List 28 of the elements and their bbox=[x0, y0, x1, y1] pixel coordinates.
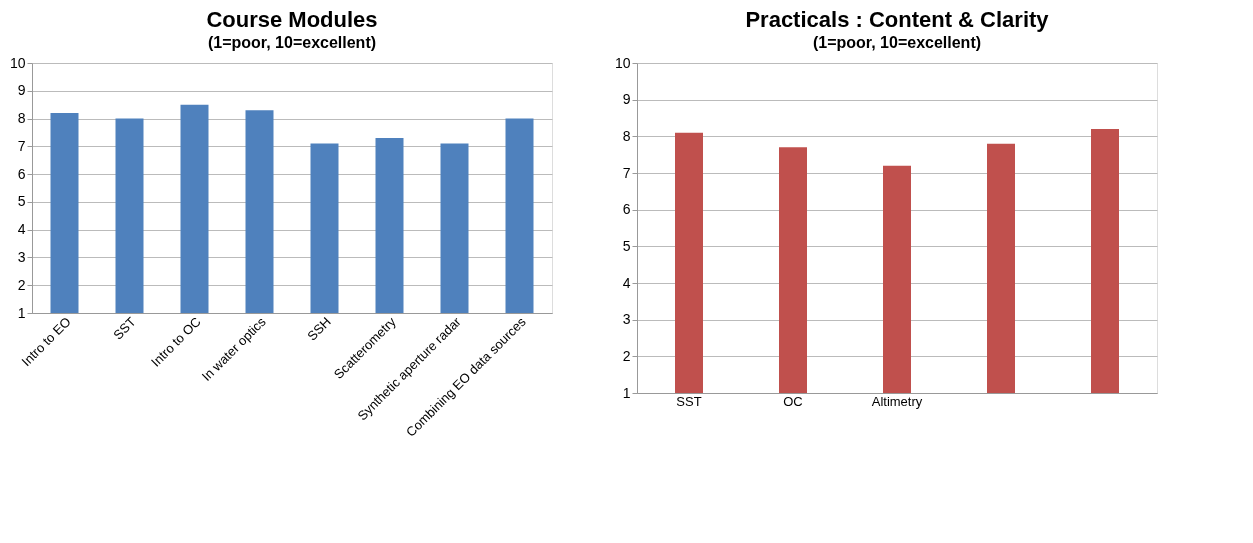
y-tick-label: 3 bbox=[17, 248, 26, 265]
x-tick-label: OC bbox=[783, 393, 803, 409]
y-tick-label: 8 bbox=[17, 110, 26, 127]
y-tick-label: 9 bbox=[17, 82, 26, 99]
y-tick-label: 7 bbox=[17, 137, 26, 154]
y-tick-label: 4 bbox=[622, 274, 631, 291]
y-tick-label: 3 bbox=[622, 311, 631, 328]
chart-subtitle: (1=poor, 10=excellent) bbox=[812, 34, 982, 51]
y-tick-label: 5 bbox=[17, 193, 26, 210]
y-tick-label: 4 bbox=[17, 221, 26, 238]
chart-subtitle: (1=poor, 10=excellent) bbox=[207, 34, 377, 51]
x-tick-label: Intro to OC bbox=[148, 314, 204, 370]
y-tick-label: 1 bbox=[17, 304, 26, 321]
y-tick-label: 9 bbox=[622, 91, 631, 108]
y-tick-label: 1 bbox=[622, 384, 631, 401]
y-tick-label: 7 bbox=[622, 164, 631, 181]
y-tick-label: 6 bbox=[622, 201, 631, 218]
y-tick-label: 2 bbox=[17, 276, 26, 293]
x-tick-label: Altimetry bbox=[871, 393, 923, 409]
chart-title: Practicals : Content & Clarity bbox=[745, 7, 1050, 32]
y-tick-label: 6 bbox=[17, 165, 26, 182]
y-tick-label: 10 bbox=[9, 54, 26, 71]
y-tick-label: 5 bbox=[622, 237, 631, 254]
x-tick-label: SST bbox=[676, 393, 702, 409]
chart-title: Course Modules bbox=[206, 7, 378, 32]
y-tick-label: 10 bbox=[614, 54, 631, 71]
y-tick-label: 8 bbox=[622, 127, 631, 144]
y-tick-label: 2 bbox=[622, 347, 631, 364]
